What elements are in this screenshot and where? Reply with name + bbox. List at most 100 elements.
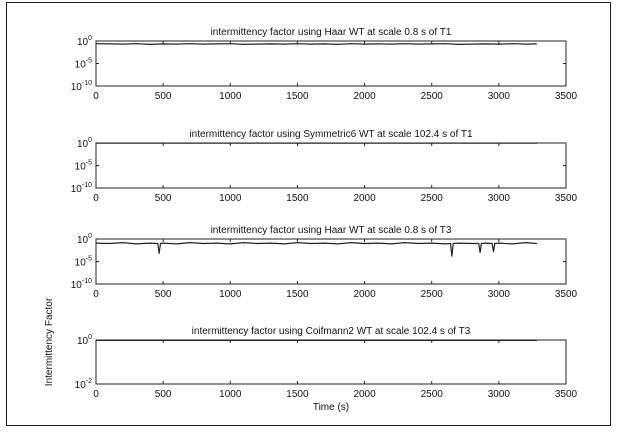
data-point — [480, 242, 482, 245]
data-point — [444, 43, 446, 45]
data-point — [256, 242, 258, 245]
data-point — [122, 43, 124, 45]
series-line-1 — [95, 43, 537, 46]
x-tick-label: 2000 — [353, 193, 376, 204]
data-point — [202, 242, 205, 245]
x-tick-label: 0 — [93, 91, 99, 102]
data-point — [478, 242, 480, 245]
x-tick-label: 0 — [93, 289, 99, 300]
data-point — [216, 43, 218, 45]
data-point — [350, 242, 352, 244]
data-point — [162, 242, 164, 244]
axes-box — [95, 238, 567, 285]
x-tick-label: 3000 — [488, 193, 511, 204]
panel-title: intermittency factor using Haar WT at sc… — [211, 225, 452, 236]
x-tick-label: 3500 — [555, 389, 578, 400]
data-point — [363, 242, 366, 245]
data-point — [491, 242, 493, 245]
data-point — [175, 243, 178, 245]
data-point — [323, 43, 325, 45]
data-point — [535, 142, 538, 144]
x-tick-label: 500 — [155, 389, 172, 400]
data-point — [216, 242, 218, 244]
data-point — [269, 242, 272, 244]
y-tick-label: 100 — [77, 137, 92, 150]
data-point — [525, 242, 527, 244]
x-tick-label: 1500 — [286, 389, 309, 400]
data-point — [202, 43, 205, 45]
data-point — [337, 243, 339, 245]
x-tick-label: 2000 — [353, 289, 376, 300]
data-point — [296, 339, 299, 342]
data-point — [296, 43, 299, 45]
x-tick-label: 3500 — [555, 289, 578, 300]
y-axis-label: Intermittency Factor — [44, 297, 55, 386]
data-point — [95, 242, 97, 244]
data-point — [189, 242, 191, 244]
data-point — [363, 339, 366, 342]
x-tick-label: 2500 — [421, 193, 444, 204]
data-point — [535, 242, 538, 245]
data-point — [457, 43, 460, 45]
x-tick-label: 500 — [155, 91, 172, 102]
series-line-1 — [95, 241, 537, 257]
data-point — [444, 243, 446, 245]
panel-2: intermittency factor using Symmetric6 WT… — [71, 129, 578, 204]
panel-1: intermittency factor using Haar WT at sc… — [71, 27, 578, 102]
data-point — [449, 242, 452, 245]
data-point — [431, 142, 433, 144]
data-point — [363, 142, 366, 144]
x-tick-label: 500 — [155, 193, 172, 204]
figure-frame — [6, 2, 611, 426]
y-tick-label: 100 — [77, 233, 92, 246]
x-tick-label: 1000 — [219, 91, 242, 102]
data-point — [492, 251, 495, 253]
axes-box — [95, 142, 567, 189]
x-tick-label: 1500 — [286, 91, 309, 102]
data-point — [404, 43, 406, 45]
data-point — [431, 43, 433, 45]
data-point — [296, 142, 299, 144]
data-point — [135, 43, 137, 45]
data-point — [175, 43, 178, 45]
data-point — [431, 339, 433, 342]
x-tick-label: 2000 — [353, 389, 376, 400]
x-tick-label: 0 — [93, 389, 99, 400]
y-tick-label: 10-5 — [75, 160, 92, 173]
data-point — [377, 43, 379, 45]
panel-title: intermittency factor using Coifmann2 WT … — [192, 326, 471, 337]
data-point — [310, 43, 312, 45]
data-point — [95, 339, 97, 342]
x-tick-label: 2500 — [421, 91, 444, 102]
data-point — [535, 43, 538, 45]
axes-box — [95, 339, 567, 385]
x-tick-label: 1000 — [219, 389, 242, 400]
data-point — [256, 43, 258, 45]
axes-box — [95, 40, 567, 87]
x-tick-label: 500 — [155, 289, 172, 300]
data-point — [95, 142, 97, 144]
data-point — [162, 339, 164, 342]
y-tick-label: 10-5 — [75, 256, 92, 269]
y-tick-label: 100 — [77, 334, 92, 347]
data-point — [498, 43, 500, 45]
data-point — [484, 43, 487, 45]
data-point — [149, 242, 151, 244]
x-tick-label: 3000 — [488, 289, 511, 300]
data-point — [158, 252, 160, 254]
data-point — [390, 243, 393, 245]
data-point — [404, 242, 406, 244]
data-point — [122, 242, 124, 244]
data-point — [471, 242, 473, 245]
x-tick-label: 1500 — [286, 193, 309, 204]
data-point — [498, 142, 500, 144]
y-tick-label: 10-5 — [75, 58, 92, 71]
data-point — [229, 339, 231, 342]
data-point — [296, 242, 299, 244]
y-tick-label: 100 — [77, 35, 92, 48]
x-tick-label: 1000 — [219, 193, 242, 204]
data-point — [283, 43, 285, 45]
data-point — [498, 339, 500, 342]
data-point — [269, 43, 272, 45]
